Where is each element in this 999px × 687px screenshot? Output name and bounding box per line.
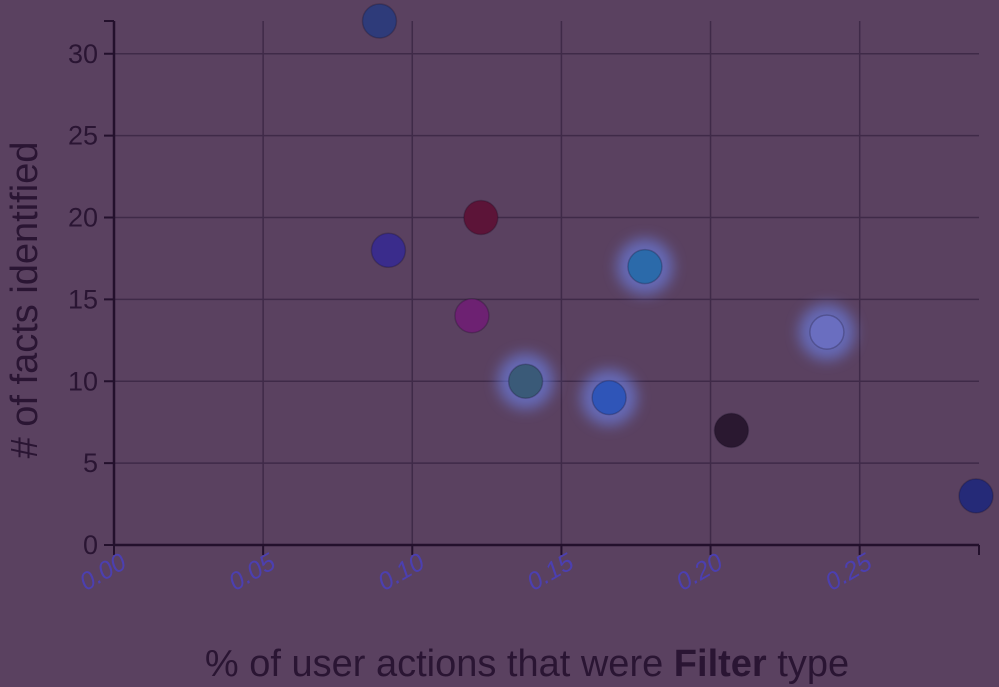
y-tick-label: 5: [83, 448, 98, 478]
y-tick-label: 20: [68, 203, 98, 233]
x-axis-label-bold: Filter: [674, 643, 767, 685]
data-point: [591, 379, 627, 416]
data-point: [809, 314, 845, 350]
data-points: [361, 3, 994, 514]
data-point: [627, 248, 663, 285]
y-axis-label: # of facts identified: [4, 142, 46, 459]
x-axis-label-suffix: type: [767, 643, 849, 685]
x-axis-label-prefix: % of user actions that were: [205, 643, 674, 685]
data-point: [370, 232, 407, 268]
x-tick-label: 0.15: [522, 548, 578, 597]
data-point: [713, 412, 750, 449]
y-tick-label: 10: [68, 366, 98, 396]
grid-lines: [114, 21, 979, 545]
axes: [104, 20, 980, 555]
y-tick-label: 0: [83, 530, 98, 560]
x-tick-label: 0.05: [224, 548, 280, 597]
data-point: [454, 298, 490, 334]
y-tick-label: 15: [68, 284, 98, 314]
x-axis-label: % of user actions that were Filter type: [205, 643, 849, 685]
y-tick-label: 30: [68, 39, 98, 69]
data-point: [958, 478, 994, 514]
data-point: [463, 199, 499, 236]
x-tick-label: 0.20: [671, 548, 727, 597]
y-tick-label: 25: [68, 121, 98, 151]
data-point: [507, 363, 544, 399]
data-point: [361, 3, 398, 39]
x-tick-label: 0.10: [373, 548, 429, 597]
x-tick-label: 0.25: [821, 548, 877, 597]
